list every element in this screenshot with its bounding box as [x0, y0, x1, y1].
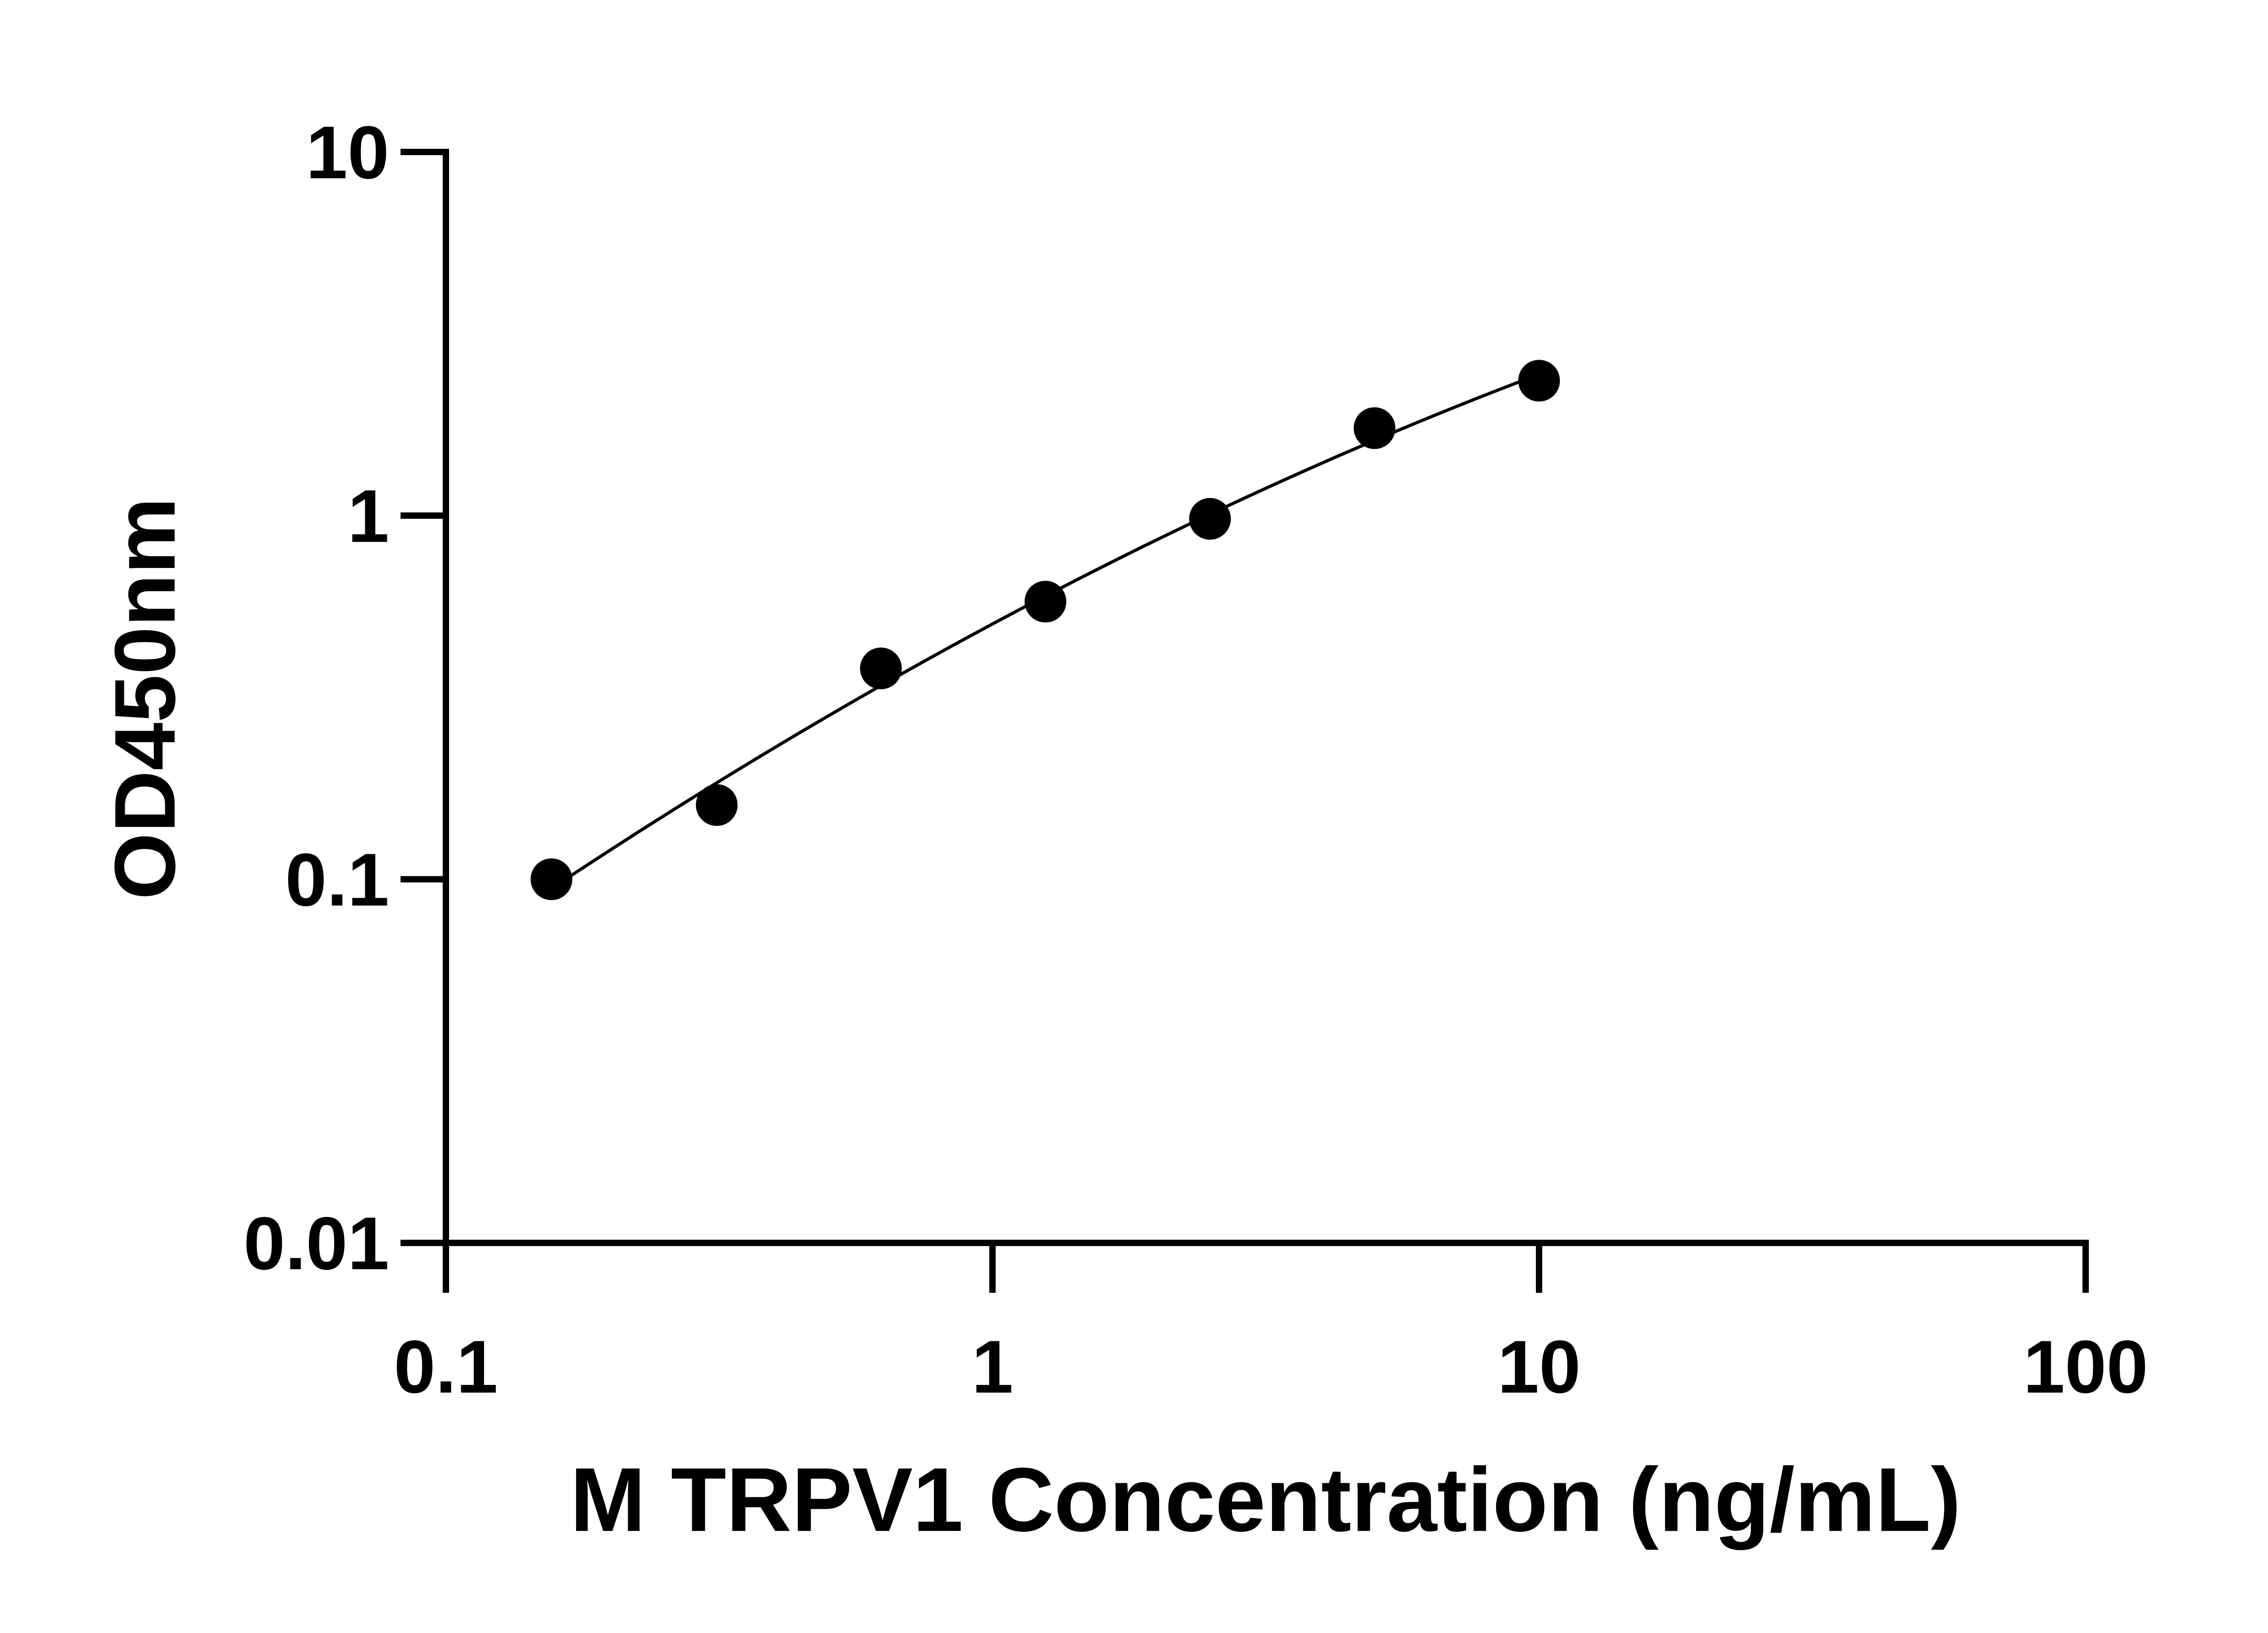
- data-point: [1354, 407, 1396, 449]
- data-points: [530, 360, 1560, 900]
- y-tick-label: 0.01: [244, 1202, 389, 1285]
- data-point: [1518, 360, 1560, 402]
- y-axis-label: OD450nm: [97, 497, 193, 900]
- data-point: [696, 784, 738, 826]
- data-point: [1024, 581, 1066, 623]
- y-tick-label: 1: [347, 474, 389, 558]
- y-tick-label: 10: [306, 111, 389, 194]
- axes: [401, 149, 2089, 1293]
- x-tick-label: 1: [972, 1325, 1013, 1408]
- y-tick-label: 0.1: [285, 838, 389, 921]
- x-axis-label: M TRPV1 Concentration (ng/mL): [570, 1449, 1961, 1550]
- x-tick-label: 10: [1497, 1325, 1581, 1408]
- data-point: [1189, 498, 1231, 540]
- data-point: [860, 647, 902, 689]
- x-tick-label: 0.1: [394, 1325, 498, 1408]
- x-tick-label: 100: [2023, 1325, 2148, 1408]
- data-point: [530, 858, 572, 900]
